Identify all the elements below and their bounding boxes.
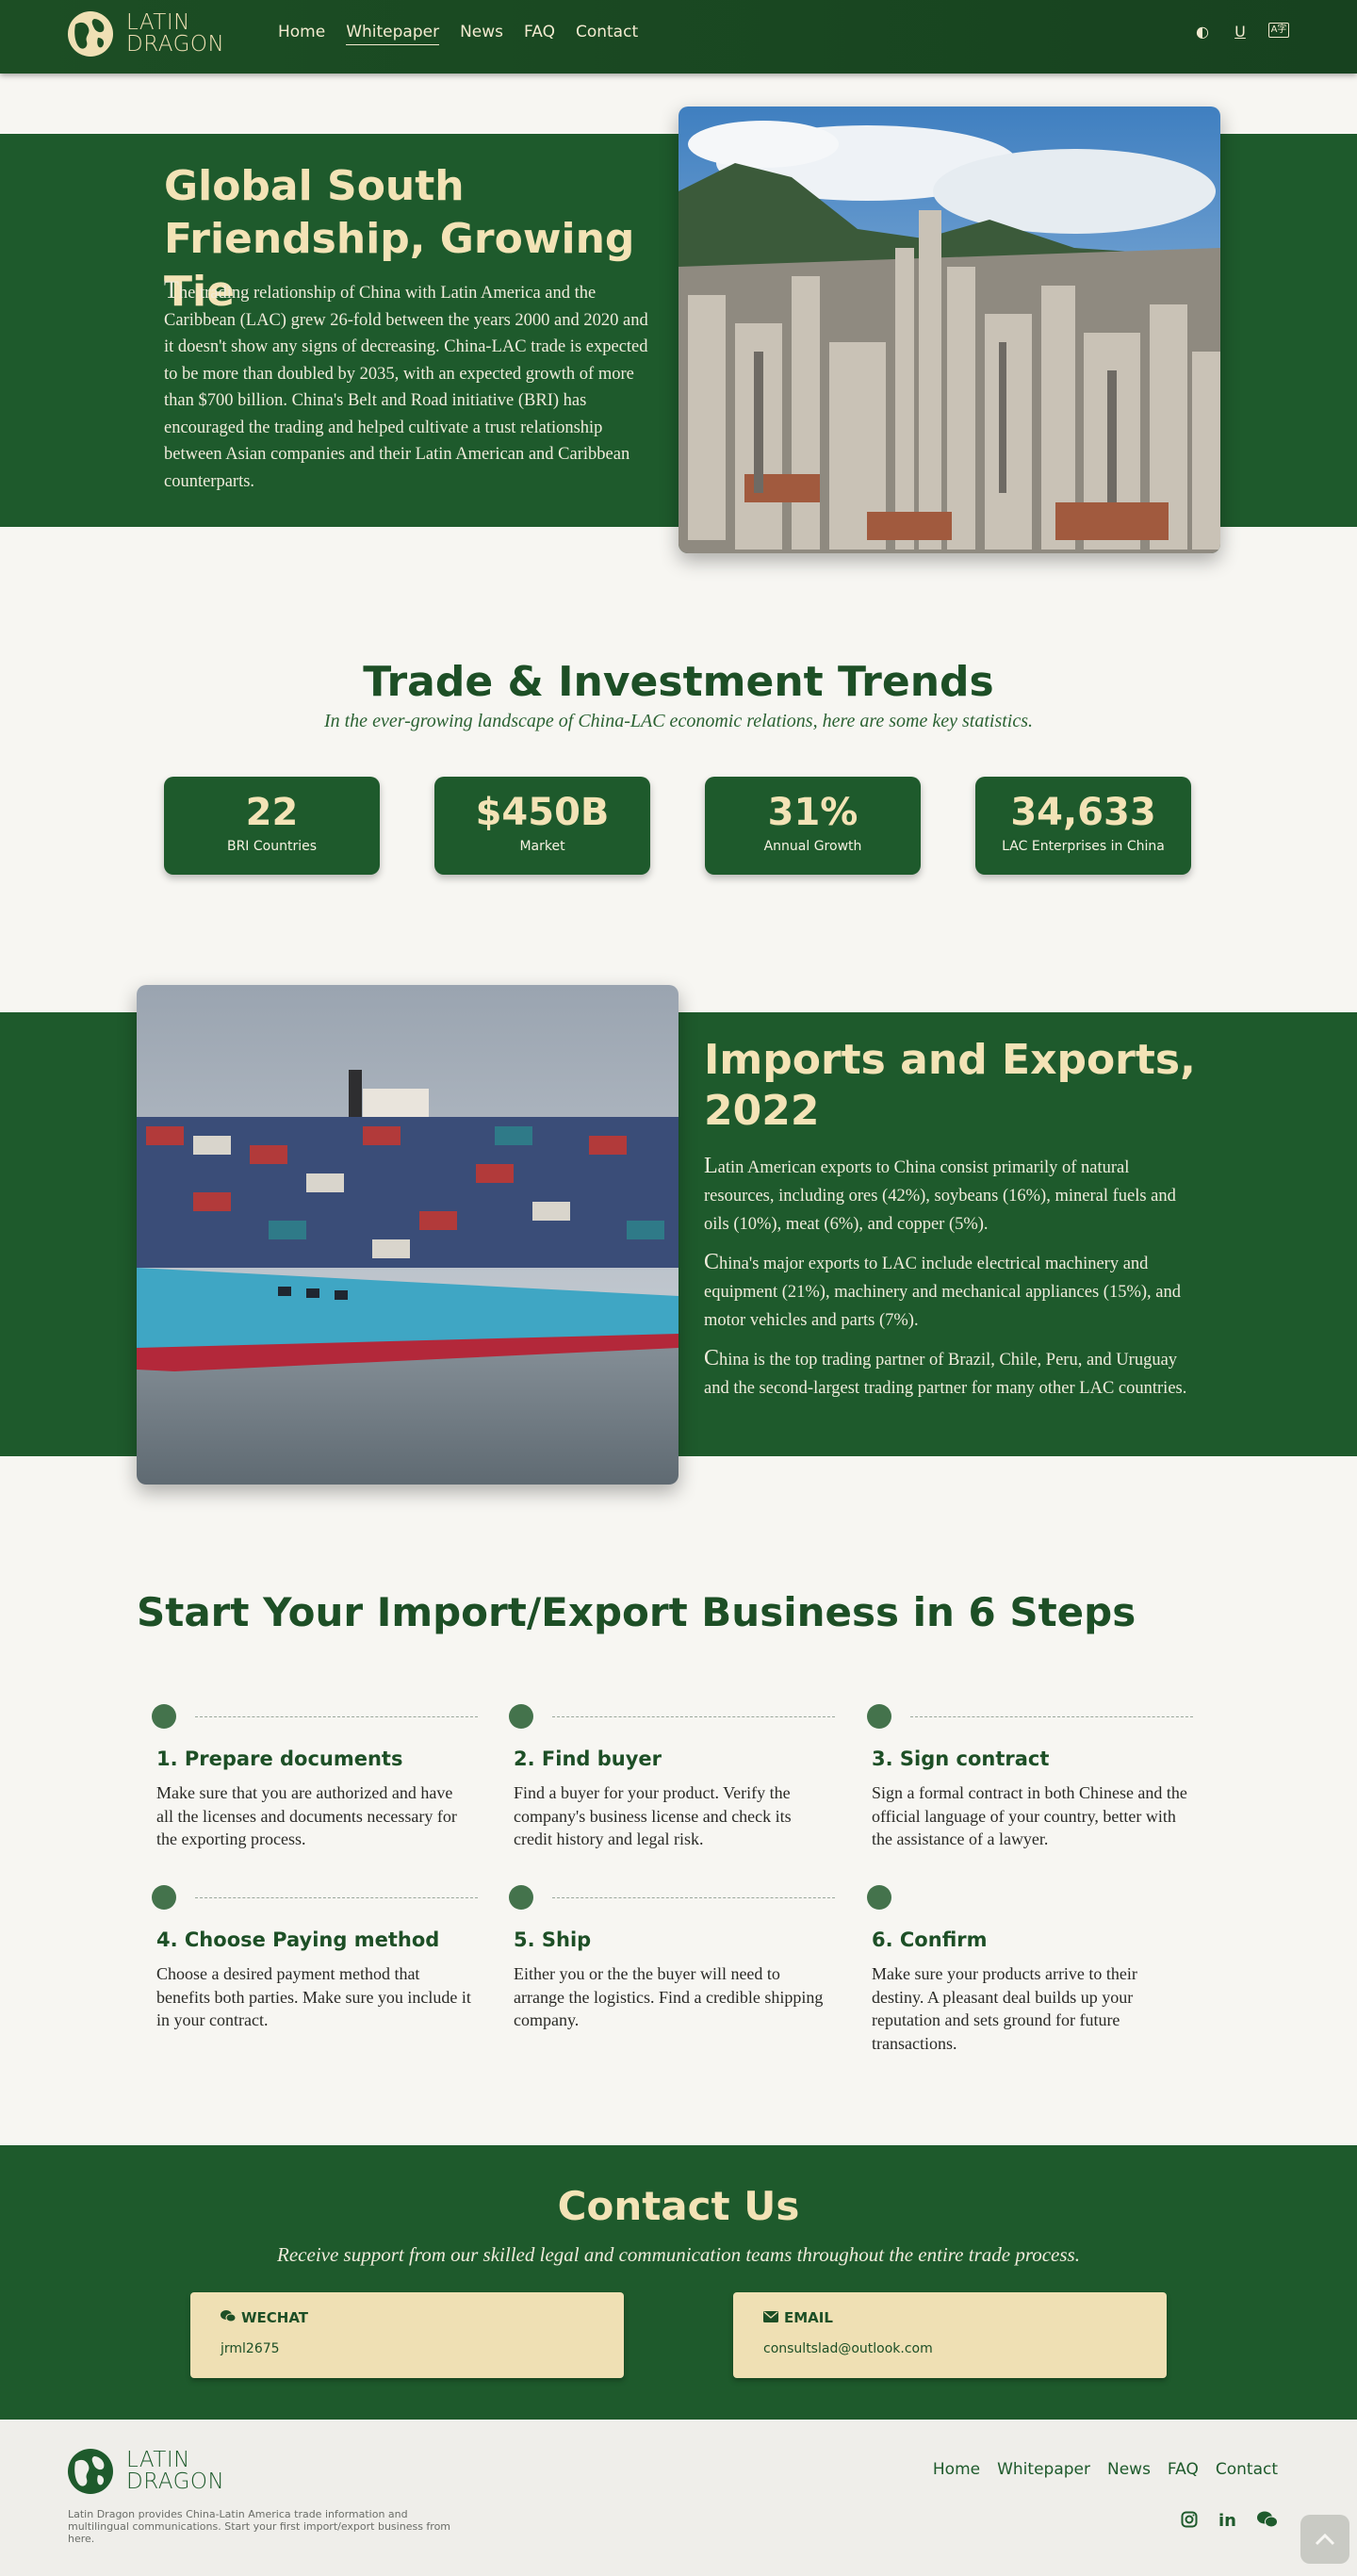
footer-link-contact[interactable]: Contact	[1215, 2460, 1278, 2479]
email-address[interactable]: consultslad@outlook.com	[763, 2341, 933, 2356]
stats-row: 22 BRI Countries $450B Market 31% Annual…	[164, 777, 1191, 875]
step-text: Sign a formal contract in both Chinese a…	[872, 1783, 1187, 1848]
brand-line2: DRAGON	[126, 32, 225, 57]
step-dot-icon	[867, 1885, 891, 1910]
linkedin-icon[interactable]: in	[1218, 2511, 1236, 2531]
imports-paragraph: China's major exports to LAC include ele…	[704, 1250, 1181, 1330]
trends-title: Trade & Investment Trends	[363, 658, 994, 706]
email-label: EMAIL	[784, 2309, 833, 2326]
nav-tools: ◐ U A字	[1193, 23, 1289, 41]
chevron-up-icon	[1315, 2533, 1335, 2546]
brand-line1: LATIN	[126, 2448, 190, 2472]
brand-line1: LATIN	[126, 10, 190, 35]
step-dot-icon	[509, 1704, 533, 1729]
contact-subtitle: Receive support from our skilled legal a…	[277, 2243, 1080, 2266]
email-card[interactable]: EMAIL consultslad@outlook.com	[733, 2292, 1167, 2378]
stat-value: $450B	[475, 791, 610, 834]
translate-icon[interactable]: A字	[1268, 23, 1289, 38]
step-divider	[195, 1897, 478, 1898]
stat-card: 22 BRI Countries	[164, 777, 380, 875]
nav-link-news[interactable]: News	[460, 23, 504, 41]
step-text: Make sure that you are authorized and ha…	[156, 1783, 457, 1848]
stat-value: 34,633	[1010, 791, 1156, 834]
step-dot-icon	[152, 1885, 176, 1910]
stat-card: 31% Annual Growth	[705, 777, 921, 875]
step-dot-icon	[867, 1704, 891, 1729]
imports-title: Imports and Exports, 2022	[704, 1036, 1196, 1135]
nav-link-faq[interactable]: FAQ	[524, 23, 555, 41]
imports-paragraph: China is the top trading partner of Braz…	[704, 1346, 1187, 1398]
step-dot-icon	[509, 1885, 533, 1910]
step-divider	[552, 1897, 835, 1898]
footer	[0, 2420, 1357, 2576]
nav-link-contact[interactable]: Contact	[575, 23, 639, 41]
contrast-icon[interactable]: ◐	[1196, 23, 1209, 41]
trends-subtitle: In the ever-growing landscape of China-L…	[323, 711, 1034, 731]
underline-icon[interactable]: U	[1234, 23, 1246, 41]
footer-link-home[interactable]: Home	[932, 2460, 981, 2479]
stat-card: 34,633 LAC Enterprises in China	[975, 777, 1191, 875]
stat-label: Market	[519, 839, 565, 854]
stat-value: 31%	[767, 791, 858, 834]
globe-logo-icon	[68, 11, 113, 57]
stat-label: LAC Enterprises in China	[1002, 839, 1165, 854]
brand-line2: DRAGON	[126, 2469, 225, 2494]
imports-paragraph: Latin American exports to China consist …	[704, 1154, 1176, 1234]
step-text: Make sure your products arrive to their …	[872, 1964, 1137, 2053]
instagram-icon[interactable]	[1181, 2511, 1198, 2533]
imports-text: Latin American exports to China consist …	[704, 1152, 1194, 1412]
step-title: 1. Prepare documents	[156, 1747, 403, 1770]
wechat-label: WECHAT	[241, 2309, 309, 2326]
contact-title: Contact Us	[557, 2183, 800, 2229]
wechat-card[interactable]: WECHAT jrml2675	[190, 2292, 624, 2378]
footer-description: Latin Dragon provides China-Latin Americ…	[68, 2508, 451, 2545]
footer-social: in	[1181, 2511, 1278, 2533]
nav-link-home[interactable]: Home	[278, 23, 326, 41]
step-title: 3. Sign contract	[872, 1747, 1050, 1770]
step-divider	[552, 1716, 835, 1717]
step-title: 4. Choose Paying method	[156, 1928, 440, 1951]
wechat-icon[interactable]	[1257, 2511, 1278, 2533]
envelope-icon	[763, 2309, 778, 2326]
stat-value: 22	[245, 791, 299, 834]
steps-title: Start Your Import/Export Business in 6 S…	[137, 1589, 1136, 1635]
nav-links: Home Whitepaper News FAQ Contact	[278, 23, 638, 45]
brand-logo[interactable]: LATIN DRAGON	[68, 11, 224, 57]
scroll-to-top-button[interactable]	[1300, 2515, 1349, 2564]
step-text: Find a buyer for your product. Verify th…	[514, 1783, 792, 1848]
top-navbar: LATIN DRAGON Home Whitepaper News FAQ Co…	[0, 0, 1357, 74]
wechat-id: jrml2675	[221, 2341, 280, 2356]
city-skyline-image	[678, 107, 1220, 553]
footer-logo[interactable]: LATIN DRAGON	[68, 2449, 224, 2494]
nav-link-whitepaper[interactable]: Whitepaper	[346, 23, 440, 45]
hero-title: Global South Friendship, Growing Tie	[164, 162, 635, 316]
step-title: 2. Find buyer	[514, 1747, 662, 1770]
hero-text: The trading relationship of China with L…	[164, 276, 648, 491]
footer-link-news[interactable]: News	[1106, 2460, 1151, 2479]
step-text: Either you or the the buyer will need to…	[514, 1964, 824, 2029]
step-title: 5. Ship	[514, 1928, 592, 1951]
stat-label: Annual Growth	[763, 839, 862, 854]
step-title: 6. Confirm	[872, 1928, 988, 1951]
footer-links: Home Whitepaper News FAQ Contact	[933, 2460, 1278, 2479]
step-dot-icon	[152, 1704, 176, 1729]
footer-link-faq[interactable]: FAQ	[1167, 2460, 1199, 2479]
cargo-ship-image	[137, 985, 678, 1485]
step-text: Choose a desired payment method that ben…	[156, 1964, 471, 2029]
step-divider	[910, 1716, 1193, 1717]
footer-link-whitepaper[interactable]: Whitepaper	[997, 2460, 1090, 2479]
stat-label: BRI Countries	[226, 839, 318, 854]
globe-logo-icon	[68, 2449, 113, 2494]
stat-card: $450B Market	[434, 777, 650, 875]
wechat-icon	[221, 2309, 237, 2326]
step-divider	[195, 1716, 478, 1717]
